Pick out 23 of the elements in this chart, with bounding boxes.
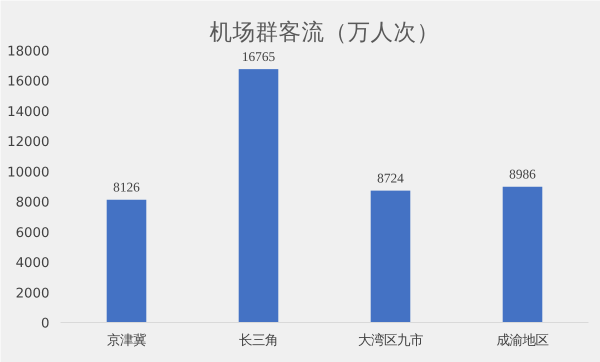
chart-title: 机场群客流（万人次） (210, 20, 440, 46)
x-tick-label: 长三角 (239, 334, 278, 348)
y-tick-label: 4000 (16, 256, 50, 272)
y-tick-label: 16000 (7, 74, 50, 90)
bar (370, 190, 410, 322)
bar (238, 69, 278, 322)
y-tick-label: 18000 (7, 44, 50, 60)
y-tick-label: 8000 (16, 196, 50, 211)
y-tick-label: 2000 (16, 286, 50, 302)
data-label: 8724 (377, 170, 404, 186)
bar (106, 200, 146, 322)
y-tick-label: 10000 (7, 165, 50, 180)
y-tick-label: 6000 (16, 226, 50, 241)
bar (502, 186, 542, 322)
y-tick-label: 12000 (7, 135, 50, 150)
y-tick-label: 0 (41, 316, 50, 332)
y-tick-label: 14000 (7, 104, 50, 120)
data-label: 16765 (242, 49, 276, 64)
x-tick-label: 京津冀 (107, 334, 146, 348)
data-label: 8986 (509, 166, 536, 182)
data-label: 8126 (113, 180, 140, 195)
x-tick-label: 成渝地区 (496, 334, 548, 348)
x-tick-label: 大湾区九市 (358, 332, 423, 348)
